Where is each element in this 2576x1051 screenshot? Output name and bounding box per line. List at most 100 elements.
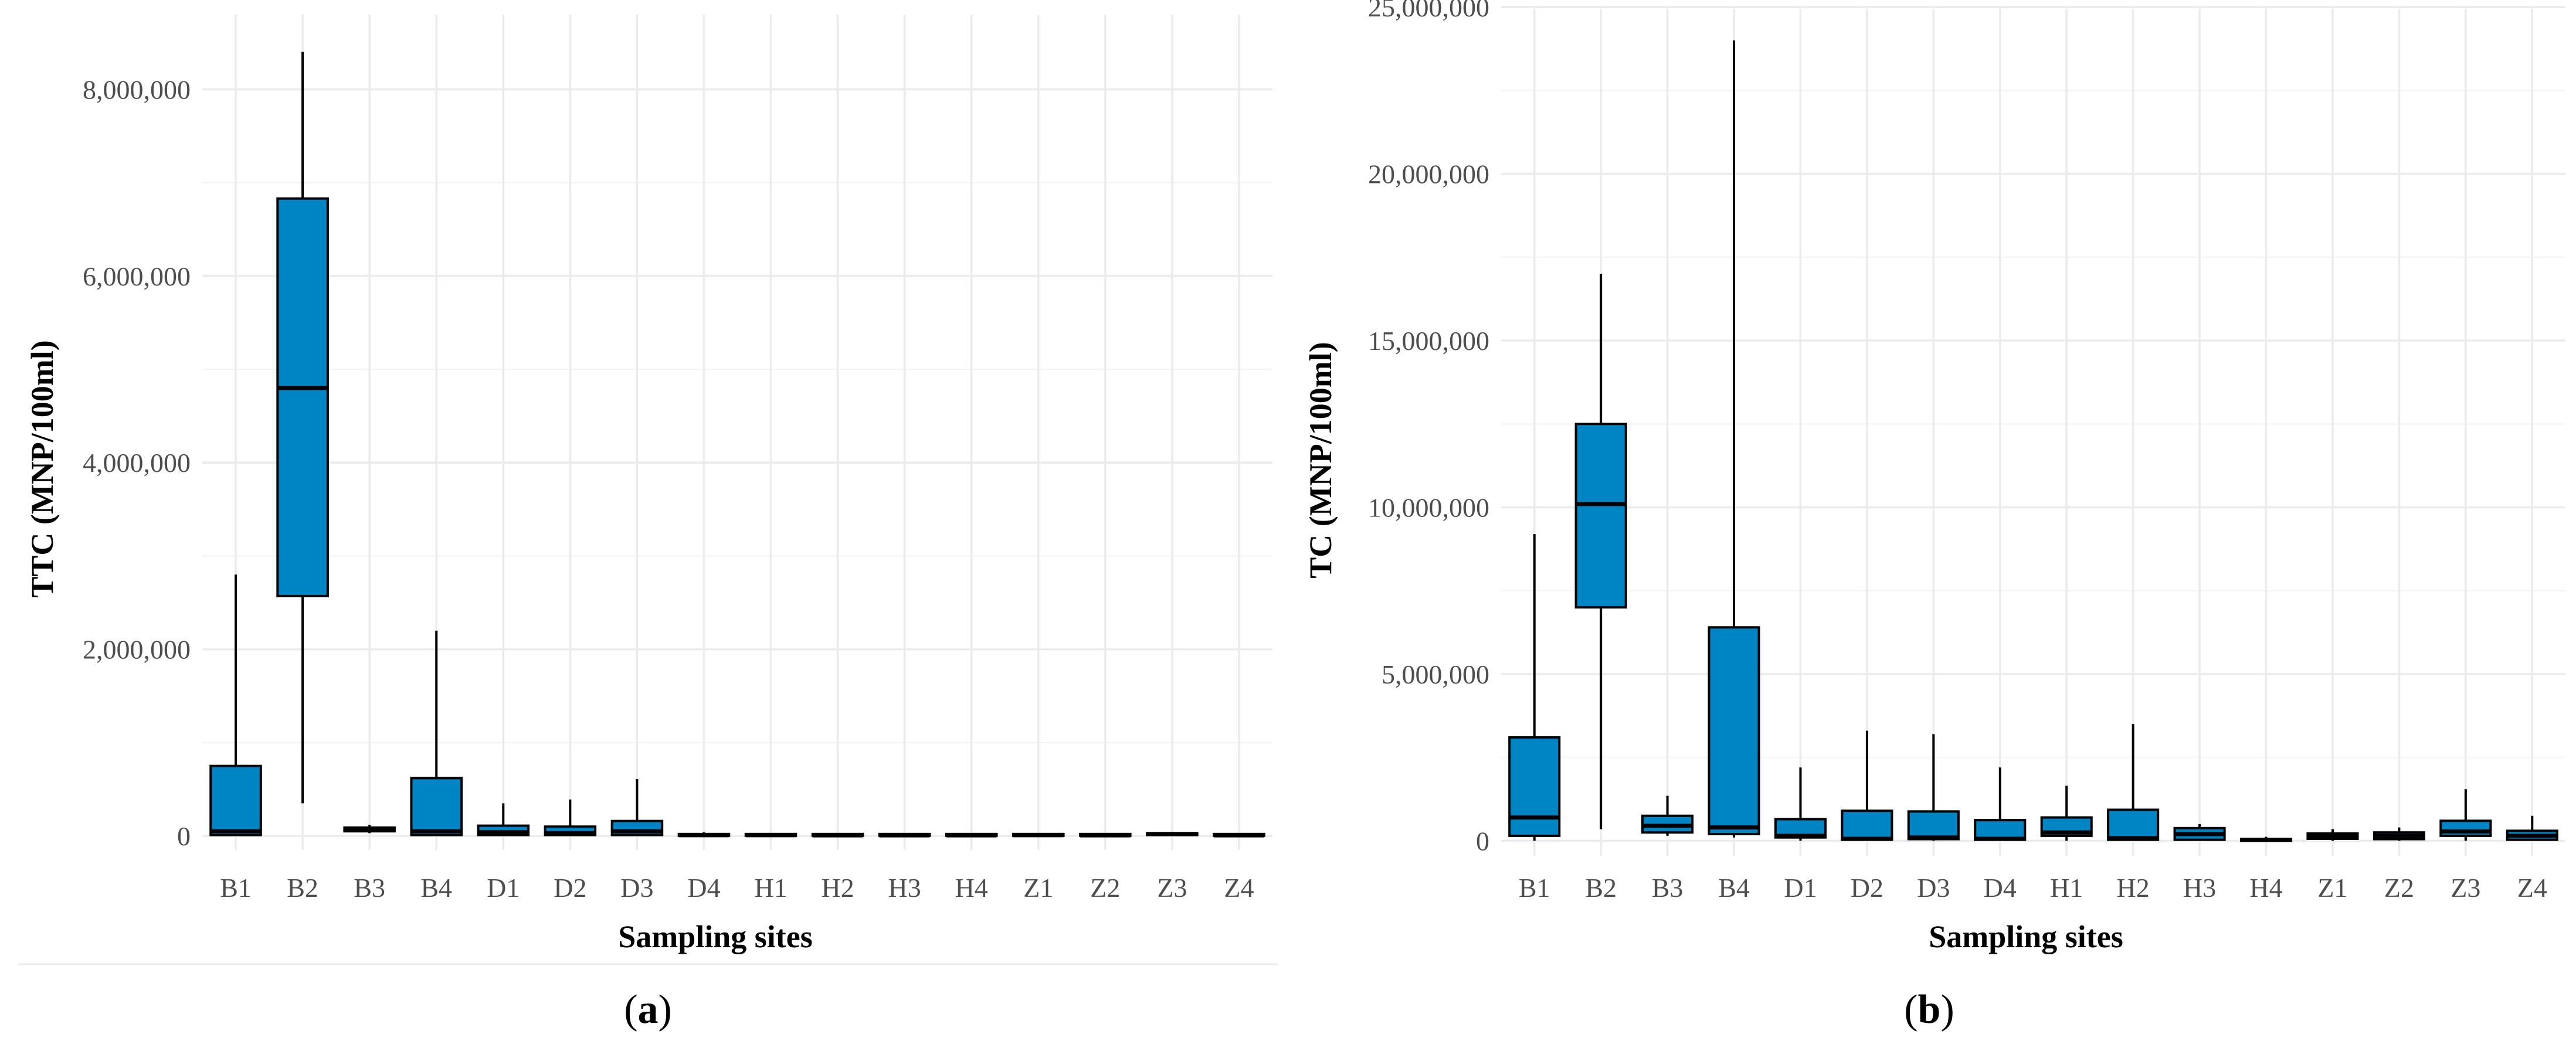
panel-b-box-h3 (2173, 824, 2226, 841)
panel-b-x-tick-label: D1 (1784, 873, 1817, 903)
panel-b-box-h2 (2107, 724, 2160, 841)
panel-b-box-b1 (1508, 534, 1561, 841)
panel-a-boxes (209, 52, 1265, 838)
panel-b-box-b3 (1641, 795, 1694, 836)
panel-b-background (1296, 12, 2568, 967)
iqr-box (1708, 626, 1760, 836)
panel-b-minor-grid (1501, 90, 2565, 759)
panel-b-y-tick-label: 5,000,000 (1382, 659, 1489, 689)
panel-a-x-axis-title: Sampling sites (618, 919, 813, 954)
panel-a-y-axis-title: TTC (MNP/100ml) (25, 340, 60, 597)
panel-b-y-tick-label: 0 (1476, 826, 1489, 856)
panel-a-x-tick-label: D4 (687, 873, 720, 903)
panel-b-x-tick-label: Z2 (2384, 873, 2414, 903)
panel-a-label-open: ( (624, 987, 637, 1032)
panel-a-x-tick-label: D3 (620, 873, 653, 903)
panel-a-x-tick-label: Z3 (1157, 873, 1187, 903)
panel-b-box-d2 (1841, 730, 1893, 841)
panel-b-x-tick-label: B2 (1585, 873, 1617, 903)
panel-b-x-tick-label: D2 (1851, 873, 1883, 903)
panel-a-box-h1 (744, 832, 797, 838)
panel-a-x-tick-label: B4 (420, 873, 452, 903)
panel-a-x-tick-label: B1 (220, 873, 252, 903)
panel-b-label: (b) (1904, 987, 1954, 1032)
iqr-box (1907, 810, 1960, 841)
panel-b-x-tick-label: B3 (1652, 873, 1684, 903)
panel-a-x-tick-label: Z2 (1090, 873, 1120, 903)
panel-b-box-d3 (1907, 734, 1960, 841)
panel-b-x-tick-label: H3 (2183, 873, 2216, 903)
panel-b-box-b4 (1708, 40, 1760, 838)
panel-b-box-z4 (2506, 815, 2558, 841)
panel-a-x-tick-label: B2 (287, 873, 318, 903)
panel-b-x-axis-title: Sampling sites (1929, 919, 2123, 954)
panel-b-box-z1 (2306, 829, 2359, 841)
panel-a-x-tick-label: Z1 (1023, 873, 1053, 903)
panel-b-label-letter: b (1918, 987, 1941, 1032)
panel-a-label: (a) (624, 987, 672, 1032)
panel-a-x-tick-label: B3 (354, 873, 385, 903)
panel-b-y-axis-title: TC (MNP/100ml) (1303, 342, 1338, 578)
panel-b-y-tick-label: 20,000,000 (1368, 159, 1489, 189)
panel-b-y-ticks: 0 5,000,000 10,000,000 15,000,000 20,000,000… (1368, 0, 1489, 856)
panel-b-major-grid (1501, 6, 2565, 856)
panel-a-box-d2 (544, 800, 597, 836)
panel-b-y-tick-label: 15,000,000 (1368, 326, 1489, 356)
panel-a-y-tick-label: 8,000,000 (83, 74, 191, 104)
panel-a-box-d4 (677, 832, 731, 838)
panel-a-box-h3 (878, 832, 931, 838)
panel-b-x-tick-label: Z4 (2517, 873, 2547, 903)
panel-a-x-tick-label: Z4 (1224, 873, 1254, 903)
panel-b-boxes (1508, 40, 2558, 842)
panel-b-box-z2 (2373, 827, 2425, 841)
panel-b-x-tick-label: Z3 (2451, 873, 2480, 903)
panel-b-box-h1 (2040, 785, 2093, 841)
panel-b-x-tick-label: H1 (2050, 873, 2083, 903)
iqr-box (2107, 808, 2160, 841)
panel-a-x-tick-label: H1 (754, 873, 787, 903)
panel-a-box-b3 (343, 825, 396, 834)
panel-b-x-tick-label: D3 (1917, 873, 1950, 903)
iqr-box (410, 777, 463, 836)
panel-b-box-d4 (1974, 767, 2027, 841)
panel-a-x-tick-label: H2 (821, 873, 854, 903)
panel-b-box-z3 (2439, 789, 2492, 841)
iqr-box (1574, 423, 1627, 609)
panel-b-x-tick-label: D4 (1984, 873, 2017, 903)
panel-a-box-h2 (811, 832, 864, 838)
iqr-box (1841, 809, 1893, 841)
iqr-box (276, 197, 329, 597)
panel-a-y-ticks: 0 2,000,000 4,000,000 6,000,000 8,000,000 (83, 74, 191, 851)
panel-b-box-h4 (2239, 836, 2293, 842)
panel-a-box-z1 (1012, 832, 1065, 838)
panel-b-label-close: ) (1940, 987, 1954, 1032)
panel-a-box-z2 (1079, 832, 1132, 838)
panel-a-box-z4 (1213, 832, 1265, 838)
panel-b-x-tick-label: B4 (1718, 873, 1750, 903)
panel-a-box-b1 (209, 574, 262, 836)
panel-b-y-tick-label: 25,000,000 (1368, 0, 1489, 22)
panel-a-minor-grid (202, 182, 1272, 743)
panel-a-box-h4 (945, 832, 998, 838)
panel-a-label-close: ) (659, 987, 672, 1032)
panel-b-box-b2 (1574, 274, 1627, 829)
panel-a-x-tick-label: D1 (487, 873, 520, 903)
iqr-box (1508, 736, 1561, 837)
panel-b-x-tick-label: B1 (1519, 873, 1550, 903)
panel-a-box-d3 (610, 778, 664, 836)
panel-a-x-tick-label: H3 (888, 873, 921, 903)
panel-a-box-z3 (1146, 831, 1199, 836)
panel-a-x-ticks: B1 B2 B3 B4 D1 D2 D3 D4 H1 H2 H3 H4 Z1 Z2 Z3 Z4 (220, 873, 1254, 903)
iqr-box (2439, 819, 2492, 837)
panel-a-y-tick-label: 2,000,000 (83, 635, 191, 665)
panel-a-y-tick-label: 0 (177, 821, 191, 851)
panel-a-box-b4 (410, 630, 463, 836)
panel-b-box-d1 (1774, 767, 1827, 841)
panel-a-box-b2 (276, 52, 329, 804)
panel-a-x-tick-label: D2 (554, 873, 586, 903)
panel-b-x-ticks: B1 B2 B3 B4 D1 D2 D3 D4 H1 H2 H3 H4 Z1 Z2 Z3 Z4 (1519, 873, 2547, 903)
panel-a-y-tick-label: 6,000,000 (83, 261, 191, 291)
panel-a-y-tick-label: 4,000,000 (83, 448, 191, 478)
panel-a-label-letter: a (638, 987, 659, 1032)
